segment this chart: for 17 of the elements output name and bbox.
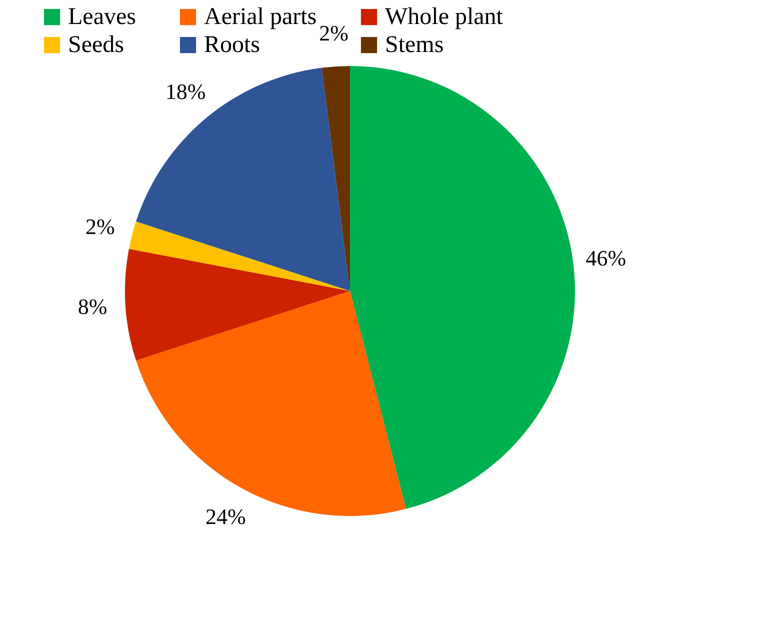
legend-label: Whole plant [385,4,504,30]
data-label: 2% [319,20,348,46]
pie-slice [136,68,350,291]
legend-label: Aerial parts [204,4,317,30]
data-label: 8% [78,294,108,320]
legend-label: Leaves [68,4,136,30]
legend-label: Seeds [68,32,124,58]
pie-slice [322,66,350,291]
data-label: 46% [586,246,626,271]
data-label: 18% [165,79,206,104]
legend-label: Stems [385,32,444,58]
data-label: 24% [206,504,246,530]
pie-slice [125,248,350,361]
pie-slice [350,66,575,509]
legend-label: Roots [204,32,260,58]
pie-slice [128,221,350,291]
data-label: 2% [85,214,115,239]
